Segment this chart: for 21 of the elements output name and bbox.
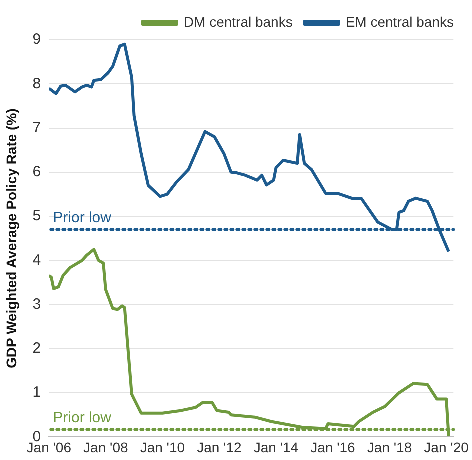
y-tick-label: 4: [32, 252, 42, 269]
y-tick-label: 8: [32, 75, 42, 92]
y-axis-title: GDP Weighted Average Policy Rate (%): [3, 108, 20, 369]
x-tick-label: Jan '08: [84, 439, 128, 456]
legend-label: DM central banks: [184, 14, 293, 30]
y-tick-label: 5: [32, 208, 42, 225]
y-tick-label: 3: [32, 296, 42, 313]
ref-line-label: Prior low: [53, 209, 112, 226]
x-tick-label: Jan '14: [254, 439, 299, 456]
y-tick-label: 1: [32, 384, 42, 402]
y-tick-label: 2: [32, 340, 42, 358]
x-tick-label: Jan '16: [310, 439, 356, 456]
x-tick-label: Jan '10: [140, 439, 186, 456]
y-tick-label: 9: [32, 31, 42, 48]
x-tick-label: Jan '20: [424, 439, 470, 456]
legend-label: EM central banks: [346, 14, 454, 30]
x-tick-label: Jan '18: [367, 439, 412, 456]
y-tick-label: 6: [32, 164, 42, 181]
ref-line-label: Prior low: [53, 409, 112, 426]
x-tick-label: Jan '12: [197, 439, 242, 456]
y-tick-label: 7: [32, 119, 42, 136]
